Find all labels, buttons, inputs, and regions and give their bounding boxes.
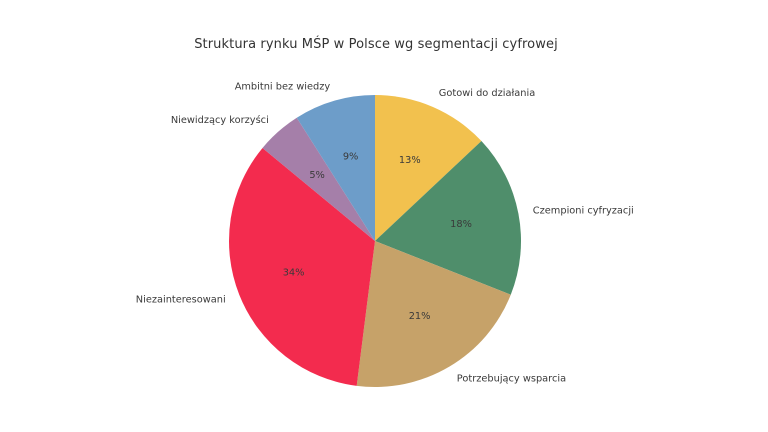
- pie-slice-2: [356, 241, 511, 388]
- slice-label-3: Niezainteresowani: [136, 295, 226, 306]
- pct-label-1: 18%: [450, 219, 472, 230]
- slice-label-1: Czempioni cyfryzacji: [533, 205, 634, 216]
- pie-slice-4: [262, 117, 375, 241]
- slice-label-4: Niewidzący korzyści: [171, 114, 269, 126]
- chart-title: Struktura rynku MŚP w Polsce wg segmenta…: [194, 37, 558, 52]
- slice-label-2: Potrzebujący wsparcia: [457, 374, 566, 385]
- pct-label-5: 9%: [343, 151, 359, 162]
- pie-slice-0: [375, 95, 482, 241]
- slice-label-5: Ambitni bez wiedzy: [235, 81, 331, 92]
- pct-label-3: 34%: [283, 268, 305, 279]
- pie-slice-5: [296, 95, 375, 241]
- pct-label-4: 5%: [309, 170, 325, 181]
- pie-slice-3: [229, 147, 375, 386]
- pct-label-2: 21%: [409, 311, 431, 322]
- pie-slice-1: [375, 141, 522, 295]
- pct-label-0: 13%: [399, 155, 421, 166]
- slice-label-0: Gotowi do działania: [439, 88, 535, 99]
